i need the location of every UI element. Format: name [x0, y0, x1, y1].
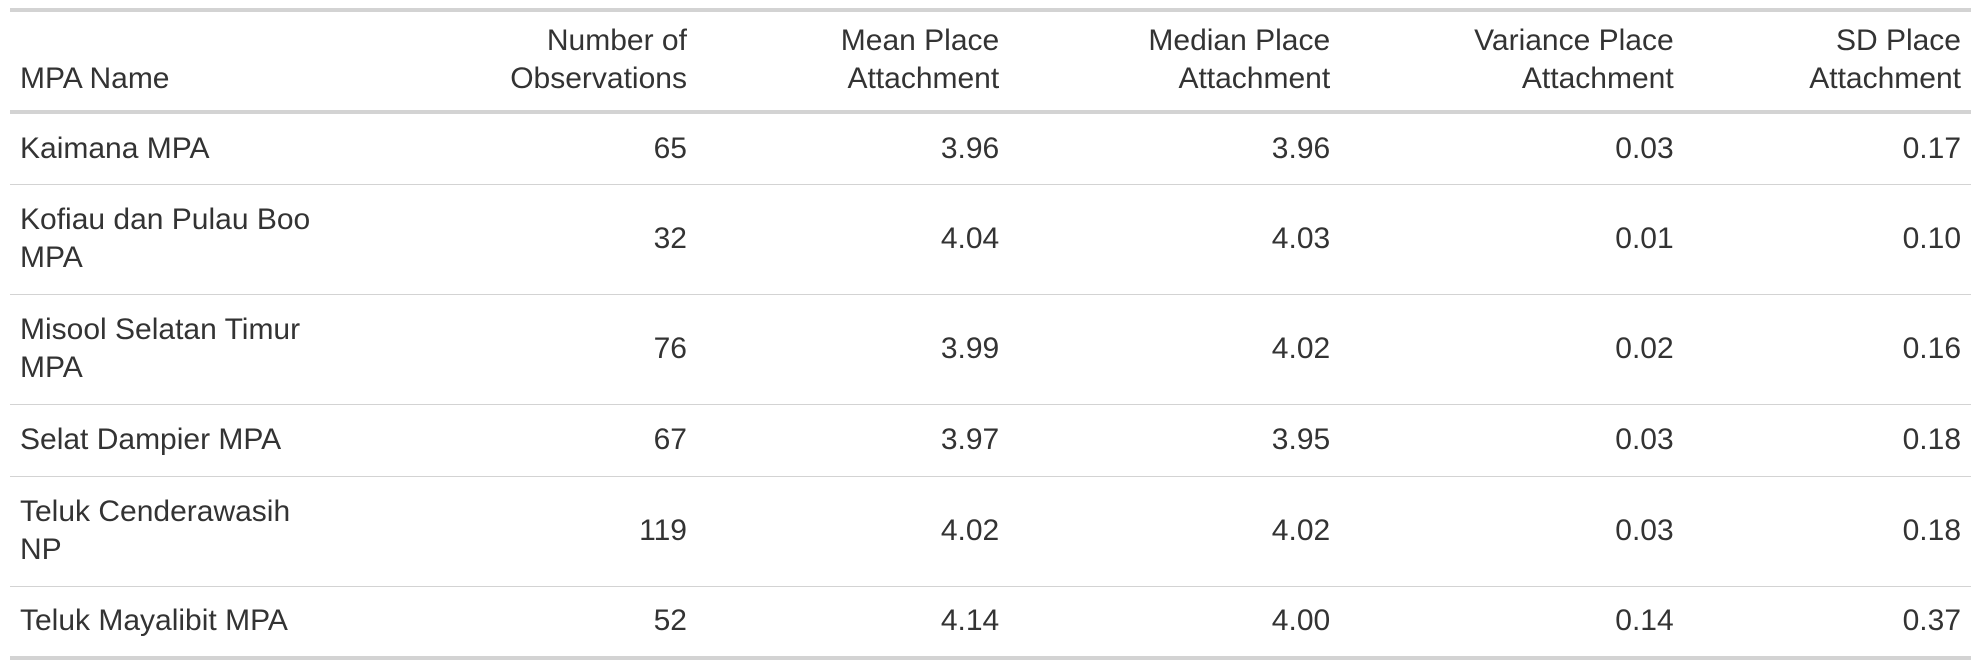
median-cell: 4.03	[1271, 222, 1331, 255]
mean-cell: 4.14	[940, 604, 1000, 638]
summary-table-container: MPA Name Number of Observations Mean Pla…	[10, 8, 1971, 660]
mean-cell: 3.99	[940, 332, 1000, 365]
mpa-name-cell: Teluk Cenderawasih NP	[10, 476, 385, 586]
column-header-median: Median Place Attachment	[1009, 10, 1340, 112]
mpa-name-line: Teluk Mayalibit MPA	[20, 604, 288, 638]
median-cell: 3.96	[1271, 131, 1331, 165]
column-header-sd: SD Place Attachment	[1684, 10, 1971, 112]
mpa-name-cell: Misool Selatan Timur MPA	[10, 294, 385, 404]
column-header-mean: Mean Place Attachment	[697, 10, 1009, 112]
table-row: Kaimana MPA 65 3.96 3.96 0.03 0.17	[10, 112, 1971, 184]
mpa-name-line: Teluk Cenderawasih	[20, 495, 291, 528]
variance-cell: 0.14	[1615, 604, 1674, 638]
variance-cell: 0.03	[1615, 423, 1674, 456]
mpa-name-line: MPA	[20, 351, 83, 384]
column-header-line: MPA Name	[20, 62, 170, 95]
mpa-name-line: Misool Selatan Timur	[20, 313, 301, 346]
column-header-line: Attachment	[1521, 62, 1674, 95]
table-body: Kaimana MPA 65 3.96 3.96 0.03 0.17 Kofia…	[10, 112, 1971, 658]
mean-cell: 3.97	[940, 423, 1000, 456]
column-header-line: Attachment	[847, 62, 1000, 95]
column-header-line: Number of	[546, 24, 687, 57]
observations-cell: 52	[653, 604, 687, 638]
median-cell: 4.00	[1271, 604, 1331, 638]
column-header-line: SD Place	[1835, 24, 1961, 57]
table-row: Selat Dampier MPA 67 3.97 3.95 0.03 0.18	[10, 404, 1971, 476]
median-cell: 4.02	[1271, 514, 1331, 547]
mpa-name-line: Kaimana MPA	[20, 131, 210, 165]
sd-cell: 0.37	[1902, 604, 1961, 638]
column-header-line: Attachment	[1809, 62, 1961, 95]
table-row: Kofiau dan Pulau Boo MPA 32 4.04 4.03 0.…	[10, 184, 1971, 294]
column-header-mpa-name: MPA Name	[10, 10, 385, 112]
mpa-name-cell: Kaimana MPA	[10, 112, 385, 184]
observations-cell: 76	[653, 332, 687, 365]
mpa-name-cell: Teluk Mayalibit MPA	[10, 586, 385, 658]
mpa-name-line: MPA	[20, 241, 83, 274]
observations-cell: 119	[639, 514, 687, 547]
mpa-summary-table: MPA Name Number of Observations Mean Pla…	[10, 8, 1971, 660]
sd-cell: 0.17	[1902, 131, 1961, 165]
sd-cell: 0.10	[1902, 222, 1961, 255]
table-header: MPA Name Number of Observations Mean Pla…	[10, 10, 1971, 112]
mpa-name-cell: Kofiau dan Pulau Boo MPA	[10, 184, 385, 294]
observations-cell: 67	[653, 423, 687, 456]
variance-cell: 0.01	[1615, 222, 1674, 255]
sd-cell: 0.18	[1902, 514, 1961, 547]
column-header-line: Observations	[510, 62, 687, 95]
table-row: Teluk Mayalibit MPA 52 4.14 4.00 0.14 0.…	[10, 586, 1971, 658]
column-header-variance: Variance Place Attachment	[1340, 10, 1683, 112]
median-cell: 4.02	[1271, 332, 1331, 365]
mean-cell: 3.96	[940, 131, 1000, 165]
mpa-name-line: Selat Dampier MPA	[20, 423, 282, 456]
observations-cell: 32	[653, 222, 687, 255]
sd-cell: 0.18	[1902, 423, 1961, 456]
table-row: Teluk Cenderawasih NP 119 4.02 4.02 0.03…	[10, 476, 1971, 586]
sd-cell: 0.16	[1902, 332, 1961, 365]
observations-cell: 65	[653, 131, 687, 165]
header-row: MPA Name Number of Observations Mean Pla…	[10, 10, 1971, 112]
mpa-name-line: Kofiau dan Pulau Boo	[20, 203, 311, 236]
column-header-observations: Number of Observations	[385, 10, 697, 112]
column-header-line: Mean Place	[840, 24, 1000, 57]
column-header-line: Attachment	[1178, 62, 1331, 95]
mean-cell: 4.02	[940, 514, 1000, 547]
median-cell: 3.95	[1271, 423, 1331, 456]
column-header-line: Variance Place	[1474, 24, 1674, 57]
variance-cell: 0.03	[1615, 131, 1674, 165]
mean-cell: 4.04	[940, 222, 1000, 255]
table-row: Misool Selatan Timur MPA 76 3.99 4.02 0.…	[10, 294, 1971, 404]
mpa-name-line: NP	[20, 533, 62, 566]
column-header-line: Median Place	[1148, 24, 1331, 57]
variance-cell: 0.03	[1615, 514, 1674, 547]
mpa-name-cell: Selat Dampier MPA	[10, 404, 385, 476]
variance-cell: 0.02	[1615, 332, 1674, 365]
